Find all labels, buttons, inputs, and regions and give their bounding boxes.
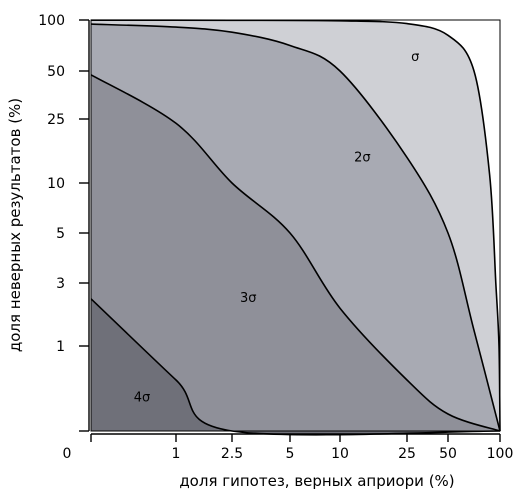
chart-region-labels: σ 2σ 3σ 4σ bbox=[134, 50, 420, 405]
boundary-curve-4 bbox=[90, 298, 501, 436]
y-axis-title: доля неверных результатов (%) bbox=[6, 98, 24, 352]
chart-frame bbox=[90, 19, 501, 432]
region-label-2: 2σ bbox=[354, 151, 371, 166]
region-fill-4 bbox=[91, 298, 500, 435]
x-tick-label: 25 bbox=[398, 446, 416, 462]
x-tick-label: 10 bbox=[331, 446, 349, 462]
y-tick-label: 5 bbox=[56, 226, 65, 242]
y-tick-label: 50 bbox=[47, 64, 65, 80]
y-tick-label: 1 bbox=[56, 339, 65, 355]
plot-border bbox=[90, 19, 501, 432]
y-tick-label: 100 bbox=[38, 13, 65, 29]
x-tick-label: 2.5 bbox=[221, 446, 243, 462]
y-axis: 1 3 5 10 25 50 100 bbox=[38, 13, 90, 432]
y-tick-label: 3 bbox=[56, 276, 65, 292]
region-label-1: σ bbox=[411, 50, 419, 65]
x-axis-title: доля гипотез, верных априори (%) bbox=[179, 472, 454, 490]
x-tick-label: 5 bbox=[286, 446, 295, 462]
region-label-4: 4σ bbox=[134, 390, 151, 405]
boundary-curve-3 bbox=[90, 74, 501, 432]
x-axis: 0 1 2.5 5 10 25 50 100 bbox=[63, 433, 514, 462]
chart-regions bbox=[90, 19, 501, 436]
region-fill-3 bbox=[91, 74, 500, 432]
x-tick-label: 0 bbox=[63, 446, 72, 462]
x-tick-label: 50 bbox=[439, 446, 457, 462]
y-tick-label: 25 bbox=[47, 112, 65, 128]
boundary-curve-2 bbox=[90, 23, 501, 432]
x-tick-label: 1 bbox=[172, 446, 181, 462]
region-label-3: 3σ bbox=[240, 291, 257, 306]
y-tick-label: 10 bbox=[47, 176, 65, 192]
x-tick-label: 100 bbox=[487, 446, 514, 462]
